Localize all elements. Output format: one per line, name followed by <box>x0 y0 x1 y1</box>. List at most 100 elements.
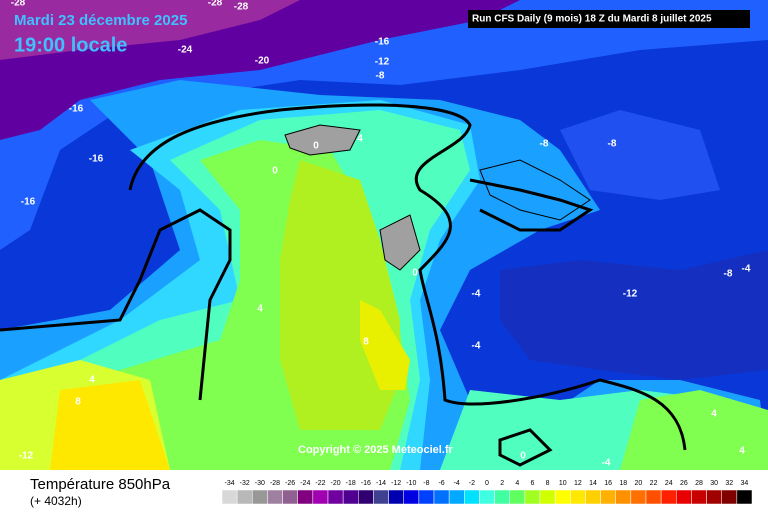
scale-label: 20 <box>635 480 643 487</box>
contour-label: -16 <box>89 154 104 165</box>
scale-label: -28 <box>270 480 280 487</box>
contour-label: 0 <box>520 451 526 462</box>
contour-label: 4 <box>357 134 363 145</box>
contour-labels: -28 -28 -28 -24 -20 -16 -12 -8 -16 -16 -16 0 4 0 -8 -8 0… <box>11 0 751 469</box>
contour-label: -8 <box>724 269 733 280</box>
scale-swatch <box>494 489 510 505</box>
scale-label: -8 <box>423 480 429 487</box>
scale-swatch <box>312 489 329 505</box>
scale-label: -26 <box>285 480 295 487</box>
scale-swatch <box>221 489 238 505</box>
scale-label: -18 <box>346 480 356 487</box>
scale-swatch <box>570 489 586 505</box>
scale-swatch <box>554 489 571 505</box>
scale-label: 2 <box>500 480 504 487</box>
scale-label: -16 <box>361 480 371 487</box>
scale-swatch <box>615 489 632 505</box>
copyright: Copyright © 2025 Meteociel.fr <box>298 444 454 456</box>
date: Mardi 23 décembre 2025 <box>14 12 187 29</box>
scale-label: -12 <box>391 480 401 487</box>
contour-label: -8 <box>540 139 549 150</box>
scale-swatch <box>600 489 616 505</box>
scale-label: -20 <box>331 480 341 487</box>
scale-swatch <box>342 489 359 505</box>
scale-swatch <box>448 489 465 505</box>
scale-label: 10 <box>559 480 567 487</box>
scale-label: 16 <box>604 480 612 487</box>
scale-label: 0 <box>485 480 489 487</box>
scale-swatch <box>706 489 722 505</box>
scale-label: -32 <box>240 480 250 487</box>
scale-label: -6 <box>438 480 444 487</box>
scale-swatch <box>418 489 435 505</box>
scale-label: 22 <box>650 480 658 487</box>
contour-label: -8 <box>376 71 385 82</box>
scale-label: -24 <box>300 480 310 487</box>
footer-lead: (+ 4032h) <box>30 494 82 508</box>
scale-swatch <box>630 489 647 505</box>
scale-swatch <box>676 489 692 505</box>
coastlines <box>284 124 591 271</box>
scale-swatch <box>645 489 662 505</box>
scale-swatch <box>403 489 420 505</box>
contour-label: -8 <box>608 139 617 150</box>
scale-label: -4 <box>454 480 460 487</box>
scale-label: 6 <box>530 480 534 487</box>
scale-label: 8 <box>546 480 550 487</box>
contour-label: -24 <box>178 45 193 56</box>
scale-label: -22 <box>315 480 325 487</box>
scale-label: 4 <box>515 480 519 487</box>
scale-label: 12 <box>574 480 582 487</box>
contour-label: -16 <box>21 197 36 208</box>
contour-label: -16 <box>375 37 390 48</box>
contour-label: 4 <box>711 409 717 420</box>
scale-swatch <box>252 489 268 505</box>
scale-swatch <box>282 489 298 505</box>
scale-swatch <box>297 489 314 505</box>
contour-label: 4 <box>89 375 95 386</box>
footer-title: Température 850hPa <box>30 476 171 493</box>
contour-label: -4 <box>472 341 481 352</box>
scale-label: 14 <box>589 480 597 487</box>
contour-label: 0 <box>272 166 278 177</box>
scale-swatch <box>736 489 753 505</box>
contour-label: 8 <box>363 337 369 348</box>
scale-swatch <box>721 489 738 505</box>
scale-swatch <box>479 489 495 505</box>
scale-label: 30 <box>710 480 718 487</box>
scale-swatch <box>509 489 526 505</box>
scale-label: 26 <box>680 480 688 487</box>
scale-swatch <box>358 489 374 505</box>
contour-label: -4 <box>602 458 611 469</box>
scale-label: 32 <box>725 480 733 487</box>
scale-label: 18 <box>619 480 627 487</box>
scale-label: 34 <box>741 480 749 487</box>
scale-swatch <box>539 489 556 505</box>
scale-swatch <box>433 489 450 505</box>
scale-swatch <box>691 489 707 505</box>
scale-swatch <box>267 489 283 505</box>
contour-label: -28 <box>11 0 26 9</box>
color-scale: -34 -32 -30 -28 -26 -24 -22 -20 -18 -16 -14 -12 -10-… <box>221 480 753 505</box>
scale-swatch <box>327 489 344 505</box>
contour-label: 8 <box>75 397 81 408</box>
contour-label: -4 <box>742 264 751 275</box>
scale-label: -34 <box>225 480 235 487</box>
scale-label: -10 <box>406 480 416 487</box>
contour-label: 4 <box>257 304 263 315</box>
contour-label: -16 <box>69 104 84 115</box>
scale-swatch <box>373 489 389 505</box>
scale-label: 24 <box>665 480 673 487</box>
contour-label: -12 <box>623 289 638 300</box>
scale-swatch <box>585 489 601 505</box>
run-info: Run CFS Daily (9 mois) 18 Z du Mardi 8 j… <box>472 14 712 25</box>
contour-label: -12 <box>19 451 34 462</box>
scale-swatch <box>524 489 541 505</box>
contour-label: -20 <box>255 56 270 67</box>
scale-label: -30 <box>255 480 265 487</box>
map-fields <box>0 0 768 470</box>
contour-label: -28 <box>234 2 249 13</box>
contour-label: -28 <box>208 0 223 9</box>
